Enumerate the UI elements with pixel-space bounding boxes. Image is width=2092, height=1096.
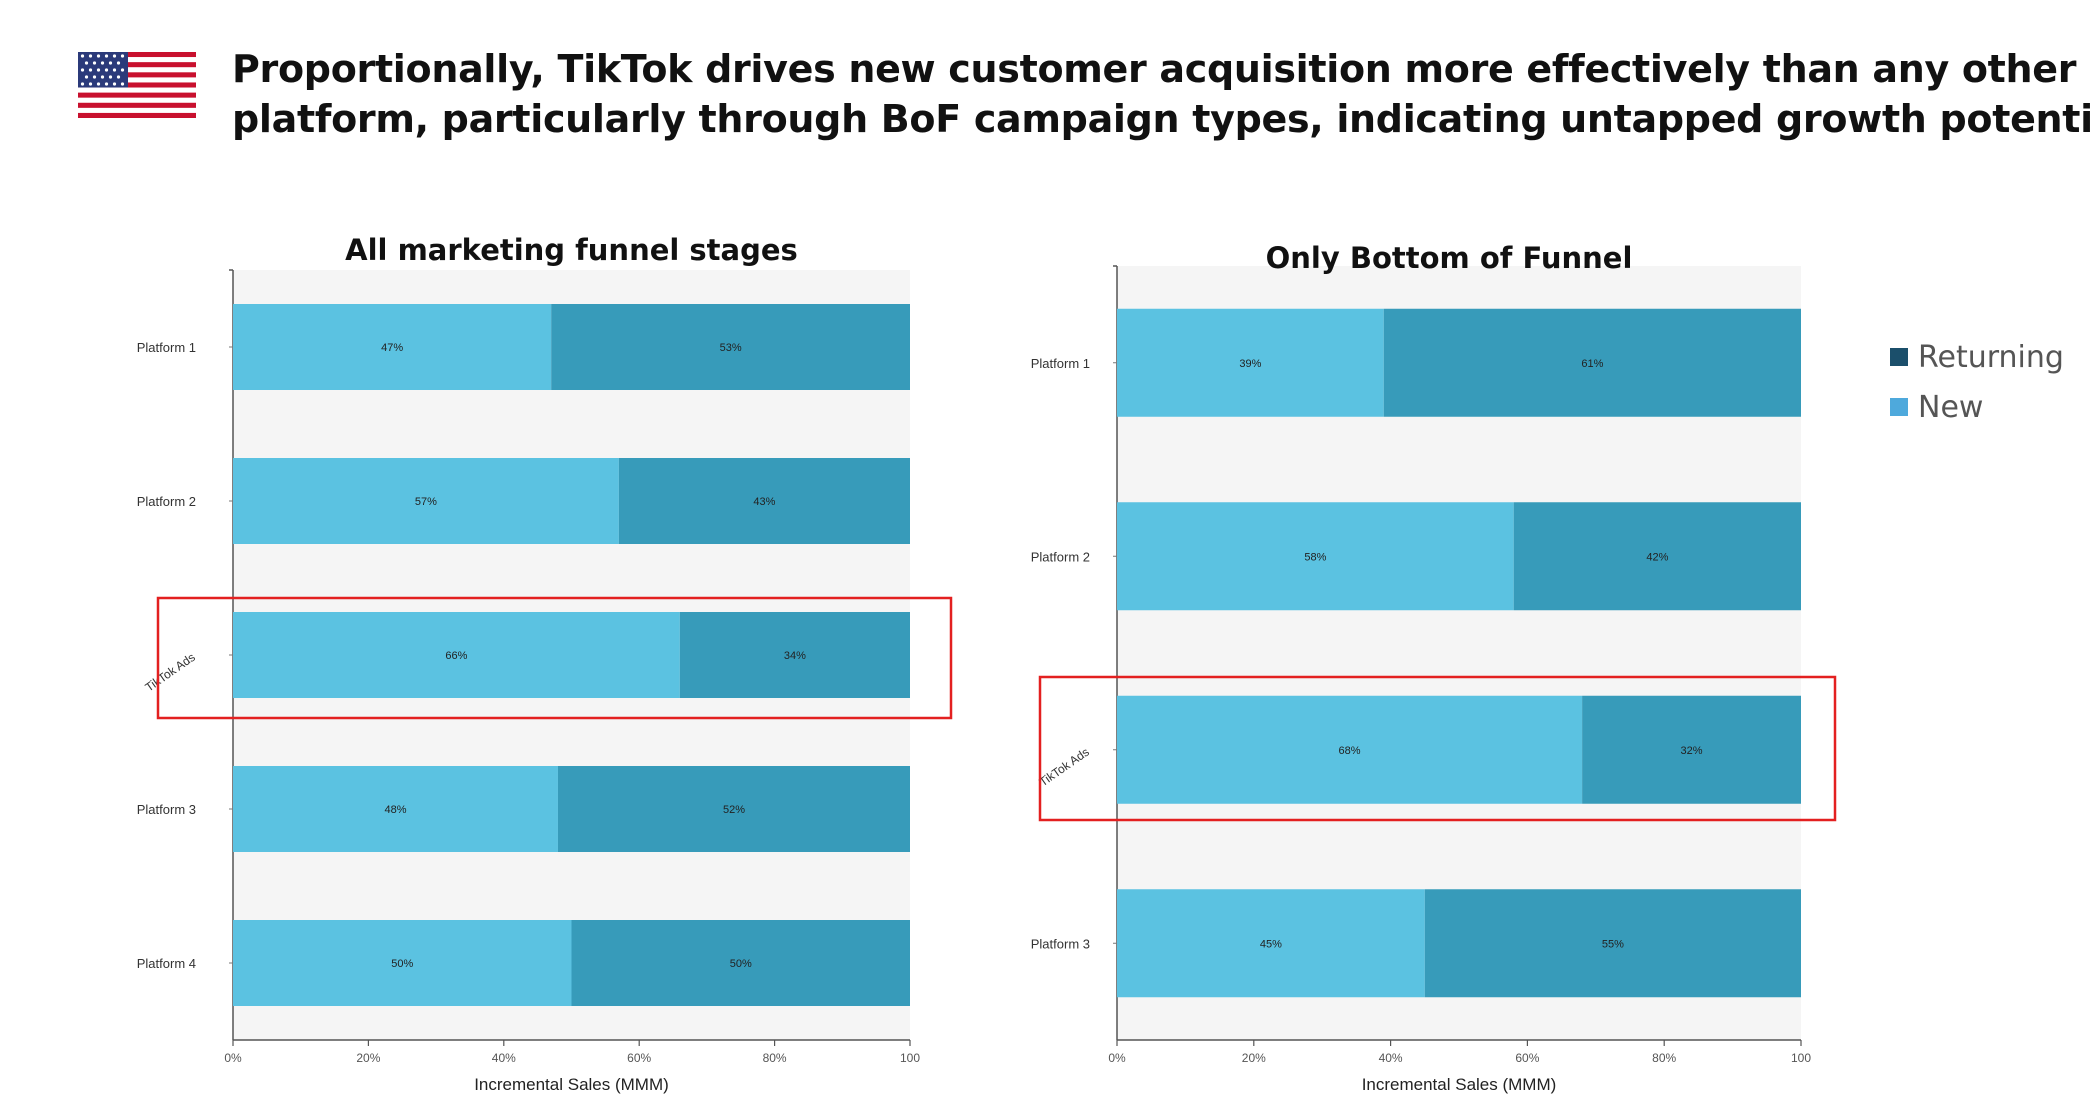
data-label: 34%	[784, 650, 806, 662]
data-label: 53%	[720, 342, 742, 354]
x-tick-label: 0%	[224, 1051, 242, 1065]
x-axis-label: Incremental Sales (MMM)	[474, 1075, 669, 1094]
category-label: Platform 4	[137, 956, 196, 971]
data-label: 66%	[445, 650, 467, 662]
data-label: 45%	[1260, 938, 1282, 950]
data-label: 57%	[415, 496, 437, 508]
chart-1: All marketing funnel stages 0% 20% 40% 60% 80…	[137, 233, 953, 1094]
category-label: Platform 3	[137, 802, 196, 817]
category-label: Platform 1	[1031, 356, 1090, 371]
data-label: 55%	[1602, 938, 1624, 950]
data-label: 50%	[730, 958, 752, 970]
bar-returning	[1383, 308, 1801, 417]
bar-new	[1117, 308, 1384, 417]
bar-new	[1117, 502, 1514, 611]
bar-new	[1117, 889, 1425, 998]
x-axis-label: Incremental Sales (MMM)	[1362, 1075, 1557, 1094]
legend-label-returning: Returning	[1918, 339, 2064, 375]
x-tick-label: 40%	[1379, 1051, 1403, 1065]
bar-new	[233, 766, 558, 852]
category-label: Platform 2	[137, 494, 196, 509]
category-label: Platform 3	[1031, 936, 1090, 951]
category-label: TikTok Ads	[1037, 745, 1092, 789]
legend-item-new: New	[1890, 382, 2064, 432]
legend-swatch-new	[1890, 398, 1908, 416]
bar-new	[233, 304, 552, 390]
data-label: 50%	[391, 958, 413, 970]
data-label: 58%	[1304, 551, 1326, 563]
data-label: 68%	[1339, 745, 1361, 757]
category-label: Platform 2	[1031, 549, 1090, 564]
us-flag-icon	[78, 52, 196, 118]
legend: Returning New	[1890, 332, 2064, 432]
data-label: 52%	[723, 804, 745, 816]
bar-returning	[618, 458, 910, 544]
bar-returning	[1424, 889, 1801, 998]
x-tick-label: 80%	[763, 1051, 787, 1065]
x-tick-label: 80%	[1652, 1051, 1676, 1065]
data-label: 43%	[753, 496, 775, 508]
category-label: TikTok Ads	[143, 650, 198, 694]
page-title: Proportionally, TikTok drives new custom…	[232, 44, 2092, 144]
legend-item-returning: Returning	[1890, 332, 2064, 382]
bar-returning	[551, 304, 910, 390]
category-label: Platform 1	[137, 340, 196, 355]
x-tick-label: 100	[1791, 1051, 1811, 1065]
data-label: 39%	[1239, 358, 1261, 370]
title-line-2: platform, particularly through BoF campa…	[232, 97, 2092, 141]
data-label: 32%	[1681, 745, 1703, 757]
highlight-box	[156, 596, 953, 720]
data-label: 61%	[1581, 358, 1603, 370]
highlight-box	[1038, 675, 1837, 822]
x-tick-label: 60%	[627, 1051, 651, 1065]
chart-title: All marketing funnel stages	[345, 233, 798, 267]
chart-2: Only Bottom of Funnel 0% 20% 40% 60% 80% 100 In…	[1031, 241, 1837, 1094]
x-tick-label: 60%	[1515, 1051, 1539, 1065]
bar-new	[233, 920, 572, 1006]
bar-returning	[1582, 695, 1801, 804]
legend-swatch-returning	[1890, 348, 1908, 366]
bar-returning	[557, 766, 910, 852]
x-tick-label: 20%	[1242, 1051, 1266, 1065]
bar-new	[233, 458, 619, 544]
x-tick-label: 40%	[492, 1051, 516, 1065]
x-tick-label: 20%	[356, 1051, 380, 1065]
legend-label-new: New	[1918, 389, 1984, 425]
bar-new	[1117, 695, 1583, 804]
bar-returning	[571, 920, 910, 1006]
data-label: 42%	[1646, 551, 1668, 563]
data-label: 47%	[381, 342, 403, 354]
x-tick-label: 100	[900, 1051, 920, 1065]
bar-new	[233, 612, 680, 698]
data-label: 48%	[384, 804, 406, 816]
x-tick-label: 0%	[1108, 1051, 1126, 1065]
chart-title: Only Bottom of Funnel	[1266, 241, 1633, 275]
bar-returning	[679, 612, 910, 698]
title-line-1: Proportionally, TikTok drives new custom…	[232, 47, 2077, 91]
bar-returning	[1513, 502, 1801, 611]
